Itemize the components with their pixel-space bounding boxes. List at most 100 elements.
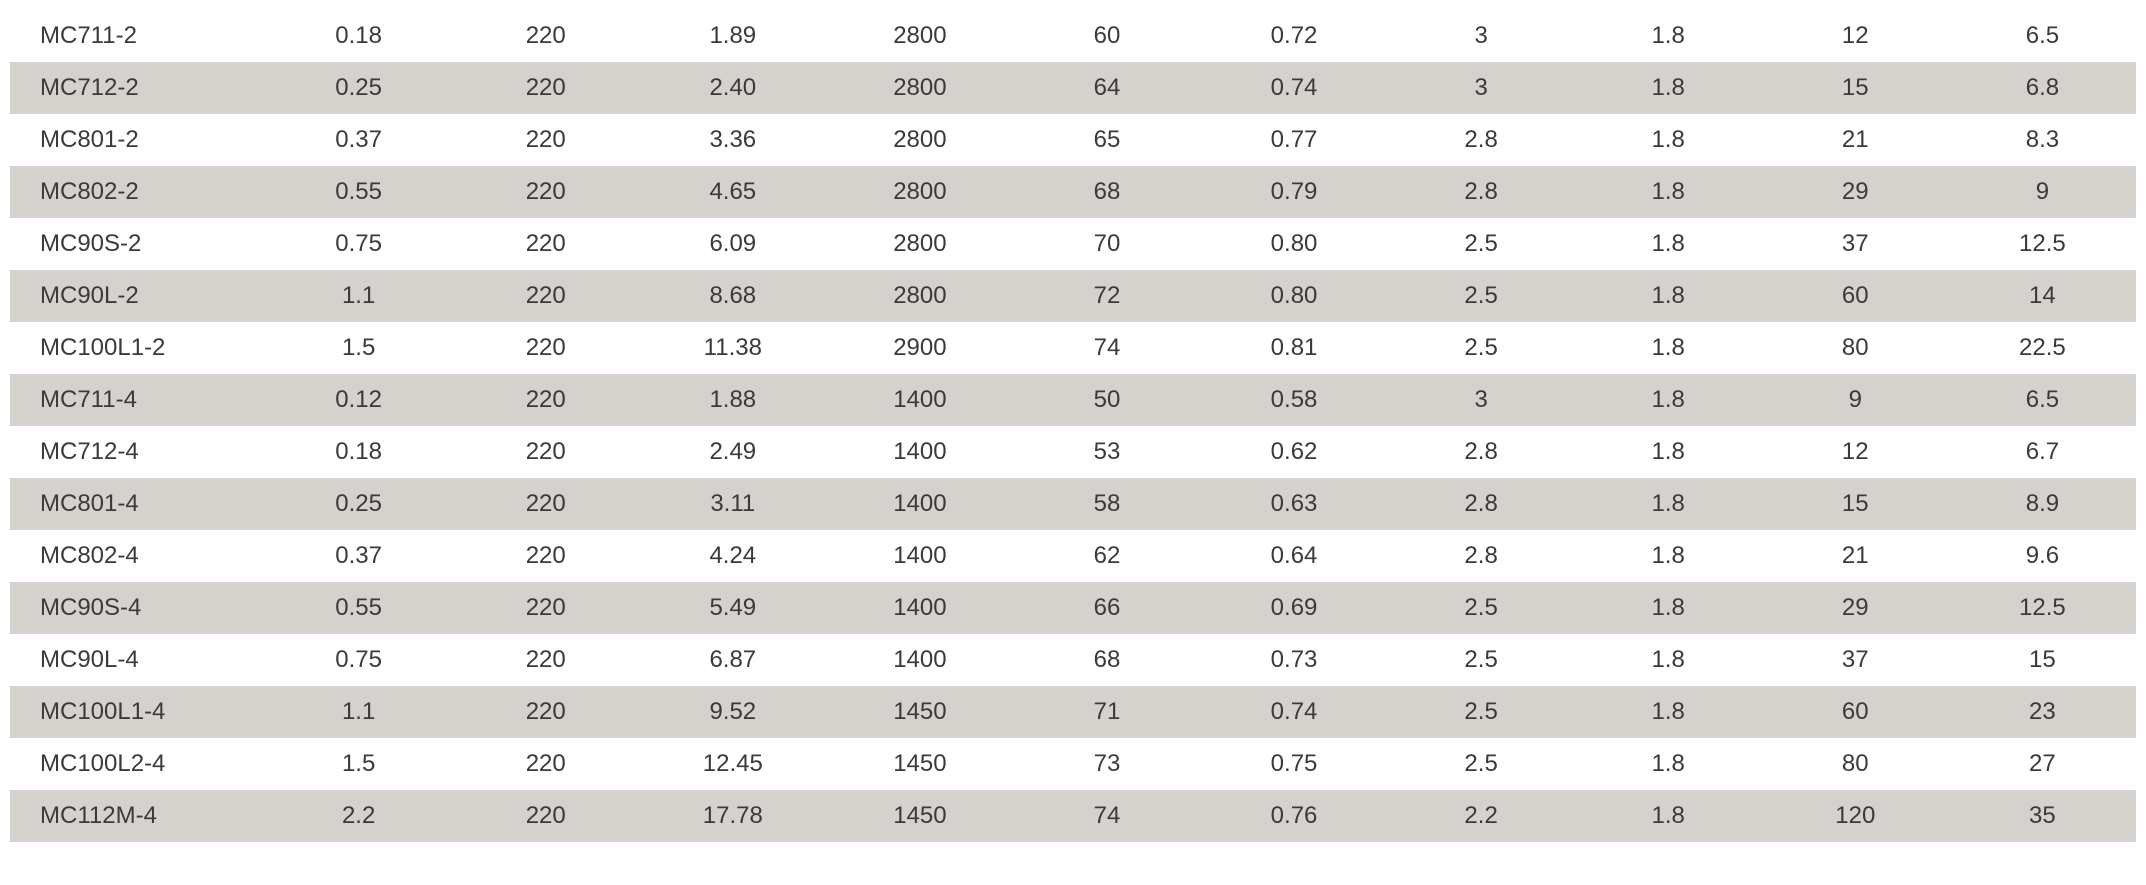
model-cell: MC90S-4 bbox=[10, 582, 265, 634]
spec-cell: 0.72 bbox=[1201, 10, 1388, 62]
spec-cell: 1.8 bbox=[1575, 374, 1762, 426]
spec-cell: 1400 bbox=[826, 426, 1013, 478]
table-row: MC801-40.252203.111400580.632.81.8158.9 bbox=[10, 478, 2136, 530]
spec-cell: 1400 bbox=[826, 478, 1013, 530]
model-cell: MC90L-2 bbox=[10, 270, 265, 322]
spec-cell: 220 bbox=[452, 426, 639, 478]
spec-cell: 60 bbox=[1013, 10, 1200, 62]
spec-cell: 1.8 bbox=[1575, 218, 1762, 270]
spec-cell: 1400 bbox=[826, 530, 1013, 582]
spec-cell: 74 bbox=[1013, 790, 1200, 842]
spec-cell: 2.5 bbox=[1388, 686, 1575, 738]
table-row: MC90S-20.752206.092800700.802.51.83712.5 bbox=[10, 218, 2136, 270]
spec-cell: 220 bbox=[452, 166, 639, 218]
spec-cell: 2800 bbox=[826, 270, 1013, 322]
spec-cell: 220 bbox=[452, 322, 639, 374]
spec-cell: 0.18 bbox=[265, 10, 452, 62]
spec-cell: 1450 bbox=[826, 790, 1013, 842]
model-cell: MC711-4 bbox=[10, 374, 265, 426]
spec-cell: 15 bbox=[1762, 478, 1949, 530]
spec-cell: 9 bbox=[1762, 374, 1949, 426]
spec-cell: 12.5 bbox=[1949, 582, 2136, 634]
model-cell: MC90S-2 bbox=[10, 218, 265, 270]
spec-cell: 6.5 bbox=[1949, 10, 2136, 62]
spec-cell: 1.8 bbox=[1575, 790, 1762, 842]
spec-cell: 0.25 bbox=[265, 62, 452, 114]
spec-cell: 2.8 bbox=[1388, 114, 1575, 166]
spec-cell: 0.75 bbox=[265, 218, 452, 270]
model-cell: MC90L-4 bbox=[10, 634, 265, 686]
spec-cell: 12.45 bbox=[639, 738, 826, 790]
spec-cell: 0.75 bbox=[1201, 738, 1388, 790]
model-cell: MC802-4 bbox=[10, 530, 265, 582]
spec-cell: 60 bbox=[1762, 270, 1949, 322]
spec-cell: 8.3 bbox=[1949, 114, 2136, 166]
spec-cell: 2.2 bbox=[1388, 790, 1575, 842]
spec-cell: 2.8 bbox=[1388, 478, 1575, 530]
spec-cell: 1.8 bbox=[1575, 686, 1762, 738]
spec-cell: 1.8 bbox=[1575, 166, 1762, 218]
model-cell: MC100L2-4 bbox=[10, 738, 265, 790]
spec-cell: 220 bbox=[452, 62, 639, 114]
model-cell: MC711-2 bbox=[10, 10, 265, 62]
spec-cell: 1.8 bbox=[1575, 322, 1762, 374]
spec-cell: 0.55 bbox=[265, 166, 452, 218]
motor-spec-table: MC711-20.182201.892800600.7231.8126.5MC7… bbox=[10, 10, 2136, 842]
spec-cell: 14 bbox=[1949, 270, 2136, 322]
spec-cell: 1.5 bbox=[265, 322, 452, 374]
spec-cell: 62 bbox=[1013, 530, 1200, 582]
motor-spec-table-container: VENT EL MC711-20.182201.892800600.7231.8… bbox=[10, 10, 2136, 842]
spec-cell: 0.12 bbox=[265, 374, 452, 426]
spec-cell: 50 bbox=[1013, 374, 1200, 426]
spec-cell: 2.5 bbox=[1388, 634, 1575, 686]
spec-cell: 3.36 bbox=[639, 114, 826, 166]
spec-cell: 220 bbox=[452, 218, 639, 270]
spec-cell: 12.5 bbox=[1949, 218, 2136, 270]
spec-cell: 65 bbox=[1013, 114, 1200, 166]
spec-cell: 0.81 bbox=[1201, 322, 1388, 374]
spec-cell: 74 bbox=[1013, 322, 1200, 374]
spec-cell: 220 bbox=[452, 790, 639, 842]
spec-cell: 0.64 bbox=[1201, 530, 1388, 582]
spec-cell: 15 bbox=[1762, 62, 1949, 114]
spec-cell: 1400 bbox=[826, 374, 1013, 426]
spec-cell: 68 bbox=[1013, 634, 1200, 686]
spec-cell: 2.5 bbox=[1388, 738, 1575, 790]
spec-cell: 72 bbox=[1013, 270, 1200, 322]
spec-cell: 0.80 bbox=[1201, 270, 1388, 322]
spec-cell: 58 bbox=[1013, 478, 1200, 530]
spec-cell: 1400 bbox=[826, 634, 1013, 686]
spec-cell: 71 bbox=[1013, 686, 1200, 738]
spec-cell: 0.73 bbox=[1201, 634, 1388, 686]
spec-cell: 0.18 bbox=[265, 426, 452, 478]
spec-cell: 22.5 bbox=[1949, 322, 2136, 374]
table-row: MC711-40.122201.881400500.5831.896.5 bbox=[10, 374, 2136, 426]
spec-cell: 73 bbox=[1013, 738, 1200, 790]
spec-cell: 0.69 bbox=[1201, 582, 1388, 634]
table-row: MC100L2-41.522012.451450730.752.51.88027 bbox=[10, 738, 2136, 790]
spec-cell: 3 bbox=[1388, 374, 1575, 426]
table-row: MC112M-42.222017.781450740.762.21.812035 bbox=[10, 790, 2136, 842]
spec-cell: 5.49 bbox=[639, 582, 826, 634]
spec-cell: 37 bbox=[1762, 634, 1949, 686]
spec-cell: 66 bbox=[1013, 582, 1200, 634]
spec-cell: 0.63 bbox=[1201, 478, 1388, 530]
spec-cell: 0.62 bbox=[1201, 426, 1388, 478]
model-cell: MC802-2 bbox=[10, 166, 265, 218]
spec-cell: 11.38 bbox=[639, 322, 826, 374]
spec-cell: 21 bbox=[1762, 530, 1949, 582]
spec-cell: 220 bbox=[452, 478, 639, 530]
table-row: MC90L-40.752206.871400680.732.51.83715 bbox=[10, 634, 2136, 686]
spec-cell: 8.68 bbox=[639, 270, 826, 322]
spec-cell: 2.5 bbox=[1388, 270, 1575, 322]
spec-cell: 0.55 bbox=[265, 582, 452, 634]
table-body: MC711-20.182201.892800600.7231.8126.5MC7… bbox=[10, 10, 2136, 842]
table-row: MC801-20.372203.362800650.772.81.8218.3 bbox=[10, 114, 2136, 166]
spec-cell: 2800 bbox=[826, 166, 1013, 218]
spec-cell: 6.5 bbox=[1949, 374, 2136, 426]
spec-cell: 6.8 bbox=[1949, 62, 2136, 114]
spec-cell: 3.11 bbox=[639, 478, 826, 530]
model-cell: MC801-2 bbox=[10, 114, 265, 166]
spec-cell: 1.1 bbox=[265, 270, 452, 322]
spec-cell: 1.8 bbox=[1575, 530, 1762, 582]
